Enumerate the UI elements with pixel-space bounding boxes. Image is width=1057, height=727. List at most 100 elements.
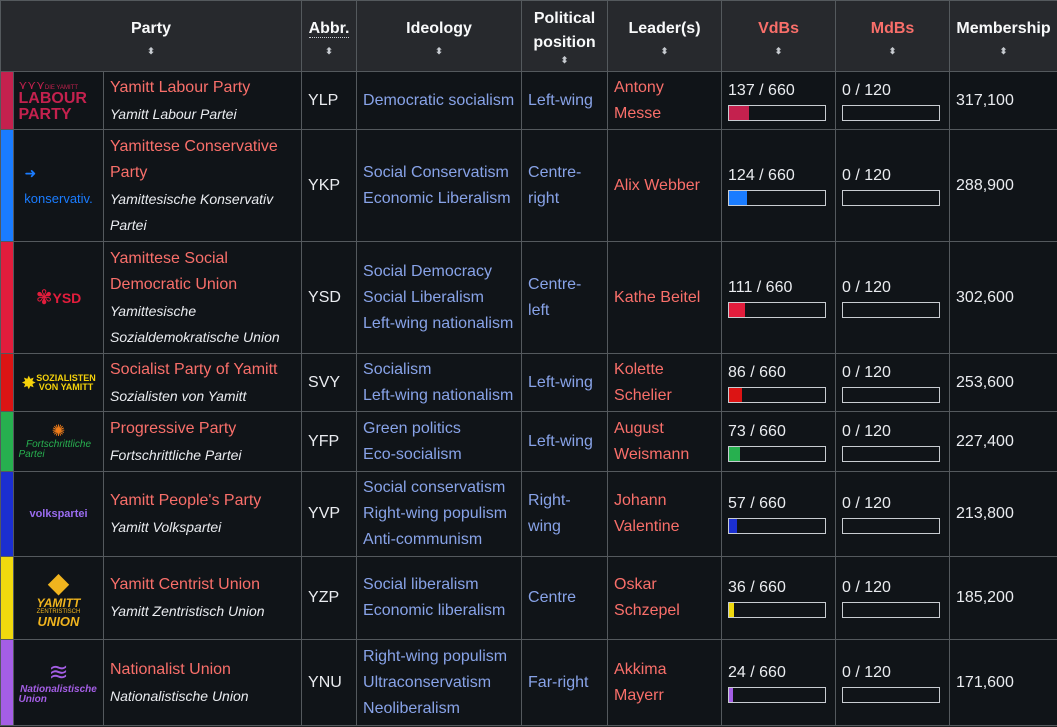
sort-icon[interactable]: ⬍	[660, 46, 669, 56]
party-name-link[interactable]: Socialist Party of Yamitt	[110, 360, 278, 378]
position-link[interactable]: Far-right	[528, 673, 589, 691]
party-cell: Yamittese Social Democratic Union Yamitte…	[102, 241, 303, 354]
vdb-cell: 86 / 660	[721, 353, 837, 412]
position-link[interactable]: Left-wing	[528, 373, 593, 391]
membership-cell: 227,400	[949, 411, 1057, 472]
ideology-cell: Right-wing populism Ultraconservatism Neol…	[356, 639, 523, 726]
leader-link[interactable]: Antony Messe	[614, 78, 664, 122]
ideology-link[interactable]: Left-wing nationalism	[363, 314, 514, 332]
leader-link[interactable]: Johann Valentine	[614, 492, 680, 535]
position-link[interactable]: Centre-left	[528, 275, 582, 319]
ideology-link[interactable]: Neoliberalism	[363, 699, 460, 717]
party-logo: ⋎⋎⋎DIE YAMITT LABOUR PARTY	[13, 71, 104, 130]
vdb-bar	[728, 518, 827, 534]
vdb-cell: 111 / 660	[721, 241, 837, 354]
party-name-link[interactable]: Yamittese Social Democratic Union	[110, 249, 238, 293]
vdb-seats: 137 / 660	[728, 81, 795, 99]
ideology-link[interactable]: Economic liberalism	[363, 602, 506, 619]
party-color-swatch	[0, 71, 14, 130]
table-row: ✸ SOZIALISTEN VON YAMITT Socialist Party …	[0, 353, 1057, 412]
party-color-swatch	[0, 411, 14, 472]
ideology-link[interactable]: Social Democracy	[363, 262, 492, 280]
party-name-link[interactable]: Yamittese Conservative Party	[110, 137, 278, 181]
leader-link[interactable]: Alix Webber	[614, 176, 700, 194]
leader-link[interactable]: August Weismann	[614, 419, 690, 463]
ideology-link[interactable]: Eco-socialism	[363, 445, 462, 463]
party-cell: Nationalist Union Nationalistische Union	[102, 639, 303, 726]
party-name-link[interactable]: Nationalist Union	[110, 660, 231, 678]
leader-link[interactable]: Kolette Schelier	[614, 360, 672, 404]
mdb-cell: 0 / 120	[835, 353, 951, 412]
col-header-membership[interactable]: Membership ⬍	[949, 0, 1057, 72]
sort-icon[interactable]: ⬍	[888, 46, 897, 56]
ideology-link[interactable]: Socialism	[363, 360, 432, 378]
ideology-link[interactable]: Social Conservatism	[363, 163, 509, 181]
party-native-name: Sozialisten von Yamitt	[110, 387, 247, 404]
header-label: VdBs	[758, 20, 799, 37]
ideology-link[interactable]: Economic Liberalism	[363, 189, 511, 207]
ideology-link[interactable]: Social liberalism	[363, 576, 479, 593]
logo-text: Fortschrittliche	[25, 438, 91, 450]
party-name-link[interactable]: Progressive Party	[110, 419, 237, 437]
diamond-icon: ◆	[47, 566, 70, 598]
table-row: ≋ Nationalistische Union Nationalist Uni…	[0, 639, 1057, 726]
col-header-position[interactable]: Political position ⬍	[521, 0, 609, 72]
col-header-party[interactable]: Party ⬍	[0, 0, 303, 72]
sort-icon[interactable]: ⬍	[560, 55, 569, 65]
party-cell: Yamitt Centrist Union Yamitt Zentristisch…	[102, 556, 303, 640]
position-link[interactable]: Right-wing	[528, 492, 571, 535]
party-name-link[interactable]: Yamitt People's Party	[110, 492, 262, 509]
chevrons-icon: ⋎⋎⋎DIE YAMITT	[18, 77, 79, 92]
abbr-cell: SVY	[301, 353, 358, 412]
mdb-seats: 0 / 120	[842, 166, 891, 184]
party-logo: volkspartei	[13, 471, 104, 557]
col-header-ideology[interactable]: Ideology ⬍	[356, 0, 523, 72]
ideology-link[interactable]: Social Liberalism	[363, 288, 484, 306]
vdb-bar-fill	[729, 190, 748, 205]
vdb-seats: 36 / 660	[728, 579, 786, 596]
sort-icon[interactable]: ⬍	[435, 46, 443, 56]
ideology-link[interactable]: Right-wing populism	[363, 505, 508, 522]
col-header-mdbs[interactable]: MdBs ⬍	[835, 0, 951, 72]
logo-text: PARTY	[18, 105, 72, 123]
membership-cell: 253,600	[949, 353, 1057, 412]
vdb-bar	[728, 104, 827, 121]
position-link[interactable]: Centre	[528, 589, 577, 606]
ideology-link[interactable]: Democratic socialism	[363, 91, 515, 109]
leader-link[interactable]: Akkima Mayerr	[614, 660, 667, 704]
vdb-bar	[728, 445, 827, 462]
mdb-seats: 0 / 120	[842, 495, 891, 512]
ideology-link[interactable]: Anti-communism	[363, 531, 483, 548]
leader-link[interactable]: Oskar Schzepel	[614, 576, 680, 619]
party-cell: Yamittese Conservative Party Yamittesisch…	[102, 129, 303, 242]
membership-cell: 288,900	[949, 129, 1057, 242]
party-name-link[interactable]: Yamitt Centrist Union	[110, 576, 260, 593]
col-header-leaders[interactable]: Leader(s) ⬍	[607, 0, 723, 72]
party-cell: Yamitt Labour Party Yamitt Labour Partei	[102, 71, 303, 130]
col-header-abbr[interactable]: Abbr. ⬍	[301, 0, 358, 72]
ideology-link[interactable]: Social conservatism	[363, 479, 506, 496]
leader-cell: Kolette Schelier	[607, 353, 723, 412]
position-link[interactable]: Centre-right	[528, 163, 582, 207]
position-link[interactable]: Left-wing	[528, 91, 593, 109]
ideology-link[interactable]: Green politics	[363, 419, 461, 437]
position-link[interactable]: Left-wing	[528, 432, 593, 450]
position-cell: Left-wing	[521, 71, 609, 130]
ideology-link[interactable]: Ultraconservatism	[363, 673, 492, 691]
table-row: ◆ YAMITT ZENTRISTISCH UNION Yamitt Centr…	[0, 556, 1057, 640]
ideology-link[interactable]: Left-wing nationalism	[363, 386, 514, 404]
col-header-vdbs[interactable]: VdBs ⬍	[721, 0, 837, 72]
table-row: ➜ konservativ. Yamittese Conservative Pa…	[0, 129, 1057, 242]
party-native-name: Yamitt Zentristisch Union	[110, 603, 265, 619]
mdb-cell: 0 / 120	[835, 71, 951, 130]
sort-icon[interactable]: ⬍	[999, 46, 1008, 56]
sort-icon[interactable]: ⬍	[774, 46, 783, 56]
party-name-link[interactable]: Yamitt Labour Party	[110, 78, 251, 96]
sort-icon[interactable]: ⬍	[325, 46, 333, 56]
ideology-link[interactable]: Right-wing populism	[363, 647, 508, 665]
abbr-cell: YLP	[301, 71, 358, 130]
leader-link[interactable]: Kathe Beitel	[614, 288, 701, 306]
mdb-bar	[842, 189, 941, 206]
position-cell: Far-right	[521, 639, 609, 726]
sort-icon[interactable]: ⬍	[147, 46, 155, 56]
